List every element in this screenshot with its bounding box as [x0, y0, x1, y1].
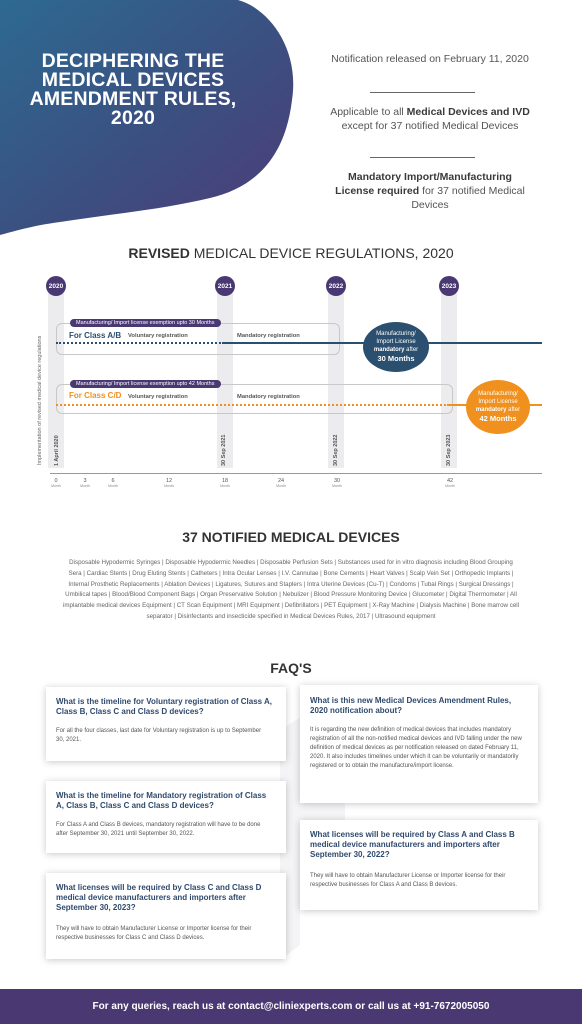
footer-contact: For any queries, reach us at contact@cli… — [0, 989, 582, 1024]
date-label: 30 Sep 2023 — [446, 434, 452, 467]
class-ab-voluntary-label: Voluntary registration — [128, 333, 188, 339]
faq-answer: It is regarding the new definition of me… — [310, 727, 522, 769]
hero-banner — [0, 0, 582, 235]
year-badge-2022: 2022 — [326, 276, 346, 296]
faq-card: What is this new Medical Devices Amendme… — [300, 685, 538, 803]
date-label: 30 Sep 2021 — [221, 434, 227, 467]
faq-question: What licenses will be required by Class … — [310, 830, 515, 859]
year-column — [441, 286, 457, 468]
class-cd-label: For Class C/D — [69, 391, 122, 400]
date-label: 1 April 2020 — [54, 435, 60, 466]
info-applicable: Applicable to all Medical Devices and IV… — [330, 106, 530, 132]
info-mandatory: Mandatory Import/Manufacturing License r… — [335, 171, 525, 211]
year-column — [328, 286, 344, 468]
page-title: DECIPHERING THE MEDICAL DEVICES AMENDMEN… — [29, 50, 237, 129]
faq-title: FAQ'S — [270, 660, 312, 676]
year-badge-2021: 2021 — [215, 276, 235, 296]
faq-card: What is the timeline for Voluntary regis… — [46, 687, 286, 761]
axis-tick: 42 Month — [445, 478, 455, 488]
divider — [370, 157, 475, 158]
faq-card: What licenses will be required by Class … — [46, 873, 286, 959]
class-ab-label: For Class A/B — [69, 331, 122, 340]
faq-card: What licenses will be required by Class … — [300, 820, 538, 910]
class-cd-mandatory-label: Mandatory registration — [237, 394, 300, 400]
devices-title: 37 NOTIFIED MEDICAL DEVICES — [182, 529, 400, 545]
axis-tick: 18 Month — [220, 478, 230, 488]
date-label: 30 Sep 2022 — [333, 434, 339, 467]
class-cd-voluntary-label: Voluntary registration — [128, 394, 188, 400]
year-badge-2020: 2020 — [46, 276, 66, 296]
faq-answer: For Class A and Class B devices, mandato… — [56, 822, 261, 837]
class-cd-license-circle: Manufacturing/ Import License mandatory … — [466, 380, 530, 434]
faq-answer: For all the four classes, last date for … — [56, 728, 262, 743]
class-cd-exemption-pill: Manufacturing/ Import license exemption … — [70, 380, 221, 388]
hero-background-shape — [0, 0, 294, 235]
class-cd-dotted-line — [56, 404, 446, 406]
faq-question: What is the timeline for Voluntary regis… — [56, 697, 273, 716]
faq-card: What is the timeline for Mandatory regis… — [46, 781, 286, 853]
month-axis — [50, 473, 542, 474]
faq-answer: They will have to obtain Manufacturer Li… — [56, 926, 252, 941]
class-ab-license-circle: Manufacturing/ Import License mandatory … — [363, 322, 429, 372]
axis-tick: 30 Month — [332, 478, 342, 488]
faq-answer: They will have to obtain Manufacturer Li… — [310, 873, 506, 888]
year-badge-2023: 2023 — [439, 276, 459, 296]
info-notification: Notification released on February 11, 20… — [331, 53, 529, 65]
y-axis-label: Implementation of revised medical device… — [37, 335, 43, 465]
year-column — [48, 286, 64, 468]
axis-tick: 0 Month — [51, 478, 61, 488]
class-ab-mandatory-label: Mandatory registration — [237, 333, 300, 339]
devices-list: Disposable Hypodermic Syringes | Disposa… — [62, 559, 520, 620]
axis-tick: 12 Month — [164, 478, 174, 488]
faq-question: What is this new Medical Devices Amendme… — [310, 696, 512, 715]
axis-tick: 6 Month — [108, 478, 118, 488]
divider — [370, 92, 475, 93]
axis-tick: 3 Month — [80, 478, 90, 488]
faq-question: What is the timeline for Mandatory regis… — [56, 791, 267, 810]
axis-tick: 24 Month — [276, 478, 286, 488]
class-ab-exemption-pill: Manufacturing/ Import license exemption … — [70, 319, 221, 327]
class-ab-voluntary-line — [56, 342, 221, 344]
year-column — [217, 286, 233, 468]
faq-question: What licenses will be required by Class … — [56, 883, 262, 912]
class-cd-box — [56, 384, 453, 414]
regulations-title: REVISED MEDICAL DEVICE REGULATIONS, 2020 — [128, 245, 454, 261]
